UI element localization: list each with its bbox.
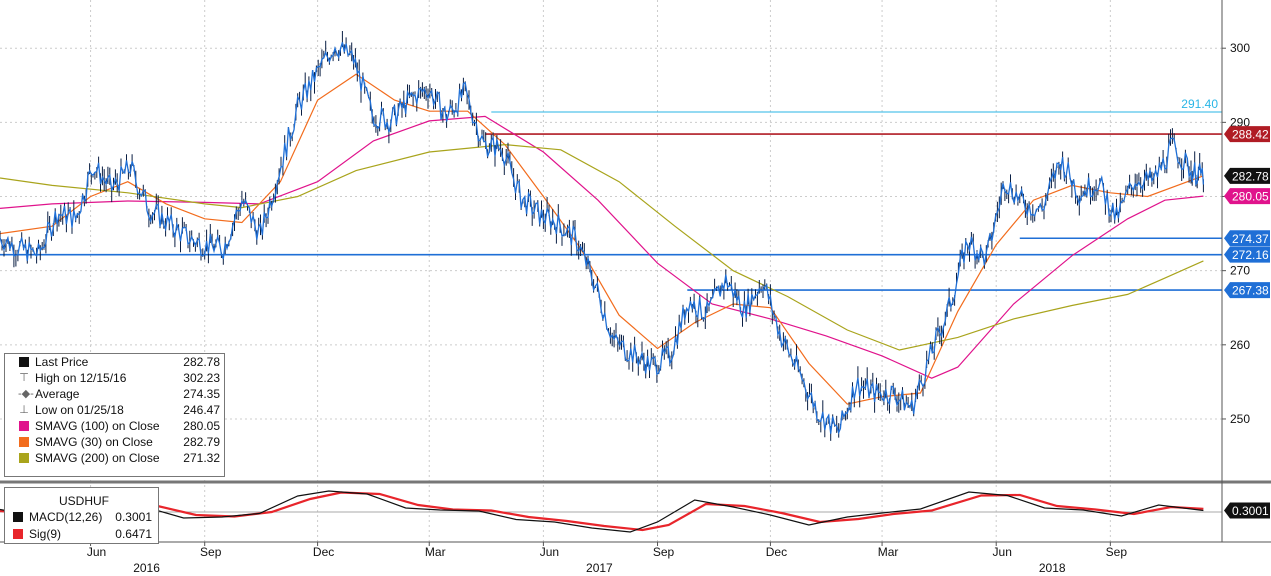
level-label: 291.40 — [1181, 97, 1218, 111]
macd-legend: USDHUF MACD(12,26) 0.3001 Sig(9) 0.6471 — [4, 487, 159, 544]
x-tick-year: 2017 — [586, 561, 613, 575]
legend-swatch — [19, 437, 29, 447]
x-tick-month: Jun — [87, 545, 106, 559]
legend-swatch — [13, 512, 23, 522]
level-tag-background — [1224, 126, 1270, 143]
level-tag-label: 272.16 — [1232, 248, 1269, 262]
level-tag-background — [1224, 246, 1270, 263]
legend-row-signal: Sig(9) 0.6471 — [5, 526, 156, 542]
price-line — [0, 42, 1205, 435]
macd-panel — [0, 480, 1271, 533]
legend-row-high: ⊤ High on 12/15/16 302.23 — [5, 370, 224, 386]
legend-row-last-price: Last Price 282.78 — [5, 354, 224, 370]
level-tag-label: 267.38 — [1232, 284, 1269, 298]
y-tick-label: 250 — [1230, 412, 1250, 426]
legend-row-average: -◆- Average 274.35 — [5, 386, 224, 402]
legend-value: 271.32 — [183, 451, 220, 465]
legend-swatch — [19, 357, 29, 367]
moving-average-line-1 — [0, 73, 1204, 405]
legend-value: 274.35 — [183, 387, 220, 401]
level-tag-label: 288.42 — [1232, 128, 1269, 142]
value-tag-label: 280.05 — [1232, 190, 1269, 204]
legend-row-macd: MACD(12,26) 0.3001 — [5, 509, 156, 525]
value-tag-background — [1224, 188, 1270, 205]
x-tick-year: 2016 — [133, 561, 160, 575]
y-tick-label: 260 — [1230, 338, 1250, 352]
value-tag-background — [1224, 167, 1270, 184]
macd-series-line-0 — [0, 491, 1204, 532]
legend-swatch — [13, 529, 23, 539]
legend-label: Low on 01/25/18 — [35, 403, 124, 417]
average-marker-icon: -◆- — [18, 388, 34, 400]
legend-row-smavg-200: SMAVG (200) on Close 271.32 — [5, 450, 224, 466]
level-tag-background — [1224, 282, 1270, 299]
legend-row-low: ⊥ Low on 01/25/18 246.47 — [5, 402, 224, 418]
value-tag-label: 282.78 — [1232, 169, 1269, 183]
x-tick-month: Dec — [766, 545, 787, 559]
price-legend: Last Price 282.78 ⊤ High on 12/15/16 302… — [4, 353, 225, 477]
legend-label: Last Price — [35, 355, 89, 369]
x-tick-month: Dec — [313, 545, 334, 559]
legend-value: 282.78 — [183, 355, 220, 369]
x-tick-month: Jun — [540, 545, 559, 559]
legend-label: SMAVG (100) on Close — [35, 419, 160, 433]
x-tick-month: Mar — [878, 545, 899, 559]
level-tag-background — [1224, 230, 1270, 247]
legend-label: MACD(12,26) — [29, 510, 103, 524]
x-tick-month: Sep — [653, 545, 675, 559]
legend-value: 282.79 — [183, 435, 220, 449]
x-tick-month: Jun — [993, 545, 1012, 559]
legend-value: 0.3001 — [115, 510, 152, 524]
y-tick-label: 270 — [1230, 264, 1250, 278]
legend-value: 0.6471 — [115, 527, 152, 541]
legend-value: 302.23 — [183, 371, 220, 385]
legend-row-smavg-100: SMAVG (100) on Close 280.05 — [5, 418, 224, 434]
level-tag-label: 274.37 — [1232, 232, 1269, 246]
legend-value: 280.05 — [183, 419, 220, 433]
y-tick-label: 290 — [1230, 115, 1250, 129]
legend-label: SMAVG (30) on Close — [35, 435, 153, 449]
low-marker-icon: ⊥ — [19, 404, 29, 416]
support-resistance-lines: 291.40 — [0, 97, 1222, 291]
legend-row-smavg-30: SMAVG (30) on Close 282.79 — [5, 434, 224, 450]
legend-label: Sig(9) — [29, 527, 62, 541]
macd-tag-label: 0.3001 — [1232, 504, 1269, 518]
x-tick-month: Sep — [1106, 545, 1128, 559]
legend-label: High on 12/15/16 — [35, 371, 127, 385]
macd-series-line-1 — [0, 490, 1204, 533]
axis-value-tags: 288.42 274.37 272.16 267.38 282.78 280.05 0.30… — [1224, 126, 1270, 519]
legend-label: Average — [35, 387, 80, 401]
price-series — [0, 31, 1205, 441]
grid-layer — [0, 0, 1222, 542]
macd-legend-title: USDHUF — [59, 494, 109, 508]
legend-swatch — [19, 421, 29, 431]
x-tick-year: 2018 — [1039, 561, 1066, 575]
legend-value: 246.47 — [183, 403, 220, 417]
y-tick-label: 300 — [1230, 41, 1250, 55]
legend-label: SMAVG (200) on Close — [35, 451, 160, 465]
moving-average-line-2 — [0, 143, 1204, 351]
macd-tag-background — [1224, 502, 1270, 519]
x-tick-month: Mar — [425, 545, 446, 559]
x-tick-month: Sep — [200, 545, 222, 559]
legend-swatch — [19, 453, 29, 463]
high-marker-icon: ⊤ — [19, 372, 29, 384]
